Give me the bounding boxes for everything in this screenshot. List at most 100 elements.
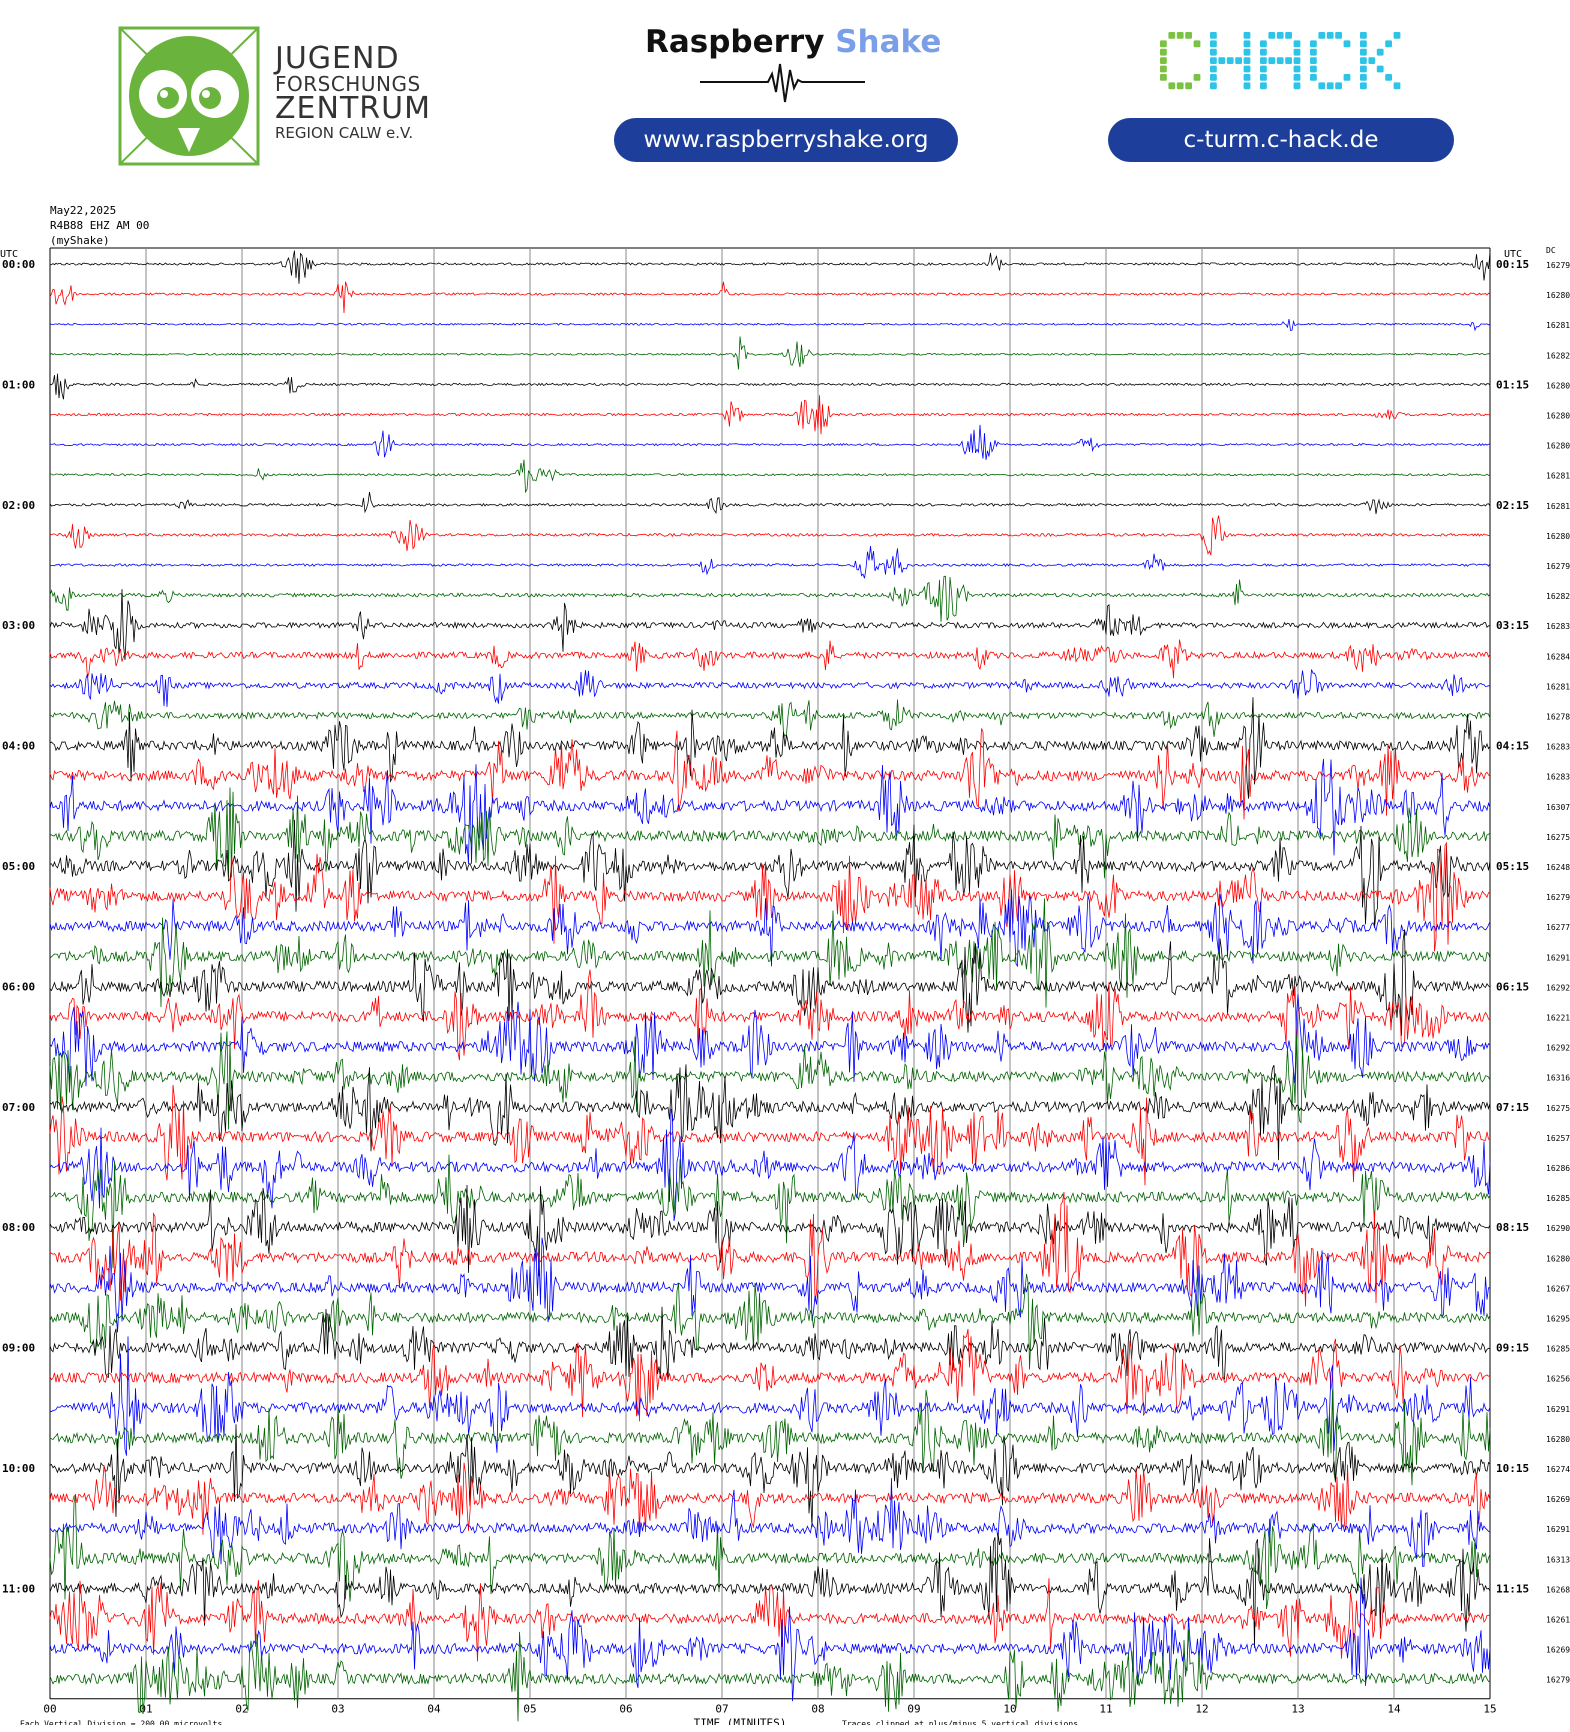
helicorder-plot: 00 01 02 03 04 05 06 07 08 09 10 11 12 13 14 15 UTC UTC DC… [0, 246, 1570, 1725]
dc-value-label: 16275 [1546, 1104, 1570, 1113]
trace-line [49, 1306, 1491, 1381]
x-tick-label: 08 [811, 1703, 824, 1716]
chack-letter-2 [1260, 32, 1301, 90]
dc-value-label: 16291 [1546, 1405, 1570, 1414]
trace-line [49, 1578, 1491, 1662]
dc-value-label: 16283 [1546, 773, 1570, 782]
trace-line [49, 1328, 1491, 1422]
dc-value-label: 16313 [1546, 1555, 1570, 1564]
footer-clip-note: Traces clipped at plus/minus 5 vertical … [842, 1720, 1078, 1725]
trace-line [49, 1154, 1491, 1269]
trace-line [49, 1628, 1491, 1722]
trace-line [49, 969, 1491, 1061]
trace-line [49, 250, 1491, 284]
x-tick-label: 02 [235, 1703, 248, 1716]
dc-value-label: 16280 [1546, 442, 1570, 451]
trace-line [49, 459, 1491, 494]
trace-line [49, 1577, 1491, 1702]
trace-line [49, 515, 1491, 556]
left-hour-label: 02:00 [2, 499, 35, 512]
chack-letter-3 [1310, 32, 1351, 90]
dc-value-label: 16280 [1546, 532, 1570, 541]
meta-date: May22,2025 [50, 204, 117, 217]
jfz-line-3: ZENTRUM [275, 91, 431, 126]
x-tick-label: 09 [907, 1703, 920, 1716]
trace-line [49, 281, 1491, 314]
trace-line [49, 1273, 1491, 1370]
meta-source: (myShake) [50, 234, 110, 247]
trace-line [49, 589, 1490, 661]
left-hour-label: 07:00 [2, 1101, 35, 1114]
dc-value-label: 16281 [1546, 502, 1570, 511]
left-hour-label: 08:00 [2, 1221, 35, 1234]
x-tick-label: 14 [1387, 1703, 1401, 1716]
dc-value-label: 16292 [1546, 983, 1570, 992]
left-hour-label: 01:00 [2, 378, 35, 391]
trace-line [49, 1336, 1491, 1456]
dc-value-label: 16281 [1546, 321, 1570, 330]
seismic-wave-icon [700, 63, 865, 103]
dc-value-label: 16282 [1546, 592, 1570, 601]
trace-line [49, 1184, 1491, 1277]
dc-value-label: 16280 [1546, 412, 1570, 421]
chack-url-link[interactable]: c-turm.c-hack.de [1108, 118, 1454, 162]
x-tick-label: 01 [139, 1703, 152, 1716]
trace-line [50, 699, 1491, 737]
chack-letter-4 [1360, 32, 1401, 90]
left-axis-label: UTC [0, 249, 18, 260]
jfz-wordmark: JUGEND FORSCHUNGS ZENTRUM REGION CALW e.… [275, 44, 431, 143]
jfz-owl-logo [118, 26, 260, 166]
dc-value-label: 16274 [1546, 1465, 1570, 1474]
trace-line [49, 1064, 1491, 1161]
raspberry-shake-url-link[interactable]: www.raspberryshake.org [614, 118, 958, 162]
left-hour-label: 06:00 [2, 980, 35, 993]
dc-value-label: 16282 [1546, 351, 1570, 360]
dc-value-label: 16269 [1546, 1646, 1570, 1655]
header-banner: JUGEND FORSCHUNGS ZENTRUM REGION CALW e.… [0, 0, 1570, 190]
right-axis-label: UTC [1504, 249, 1522, 260]
x-tick-label: 12 [1195, 1703, 1208, 1716]
chack-logo [1160, 32, 1401, 90]
trace-line [49, 1084, 1491, 1186]
plot-metadata: May22,2025 R4B88 EHZ AM 00 (myShake) [50, 203, 149, 248]
meta-station: R4B88 EHZ AM 00 [50, 219, 150, 232]
left-hour-label: 05:00 [2, 860, 35, 873]
dc-value-label: 16285 [1546, 1194, 1570, 1203]
left-hour-label: 09:00 [2, 1342, 35, 1355]
dc-value-label: 16292 [1546, 1044, 1570, 1053]
dc-value-label: 16221 [1546, 1014, 1570, 1023]
right-hour-label: 06:15 [1496, 980, 1529, 993]
dc-value-label: 16256 [1546, 1375, 1570, 1384]
dc-value-label: 16257 [1546, 1134, 1570, 1143]
right-hour-label: 02:15 [1496, 499, 1529, 512]
trace-line [49, 841, 1490, 952]
footer-division-note: Each Vertical Division = 200.00 microvol… [20, 1720, 222, 1725]
dc-value-label: 16279 [1546, 261, 1570, 270]
trace-line [49, 787, 1491, 879]
dc-value-label: 16281 [1546, 682, 1570, 691]
dc-value-label: 16267 [1546, 1284, 1570, 1293]
rs-title-part2: Shake [835, 24, 942, 60]
dc-value-label: 16295 [1546, 1315, 1570, 1324]
jfz-line-4: REGION CALW e.V. [275, 124, 414, 142]
trace-line [49, 1389, 1491, 1486]
trace-line [49, 994, 1491, 1087]
dc-value-label: 16290 [1546, 1224, 1570, 1233]
jfz-line-2: FORSCHUNGS [275, 72, 421, 96]
trace-line [49, 319, 1491, 332]
x-tick-label: 10 [1003, 1703, 1016, 1716]
x-tick-label: 11 [1099, 1703, 1112, 1716]
x-tick-label: 03 [331, 1703, 344, 1716]
x-tick-label: 15 [1483, 1703, 1496, 1716]
right-hour-label: 04:15 [1496, 740, 1529, 753]
dc-value-label: 16279 [1546, 562, 1570, 571]
trace-line [49, 1424, 1491, 1528]
dc-value-label: 16261 [1546, 1616, 1570, 1625]
trace-line [49, 669, 1491, 707]
trace-line [49, 1191, 1491, 1307]
trace-line [49, 898, 1491, 1008]
left-hour-label: 03:00 [2, 619, 35, 632]
x-tick-label: 00 [43, 1703, 56, 1716]
x-tick-label: 05 [523, 1703, 536, 1716]
trace-line [49, 758, 1491, 865]
